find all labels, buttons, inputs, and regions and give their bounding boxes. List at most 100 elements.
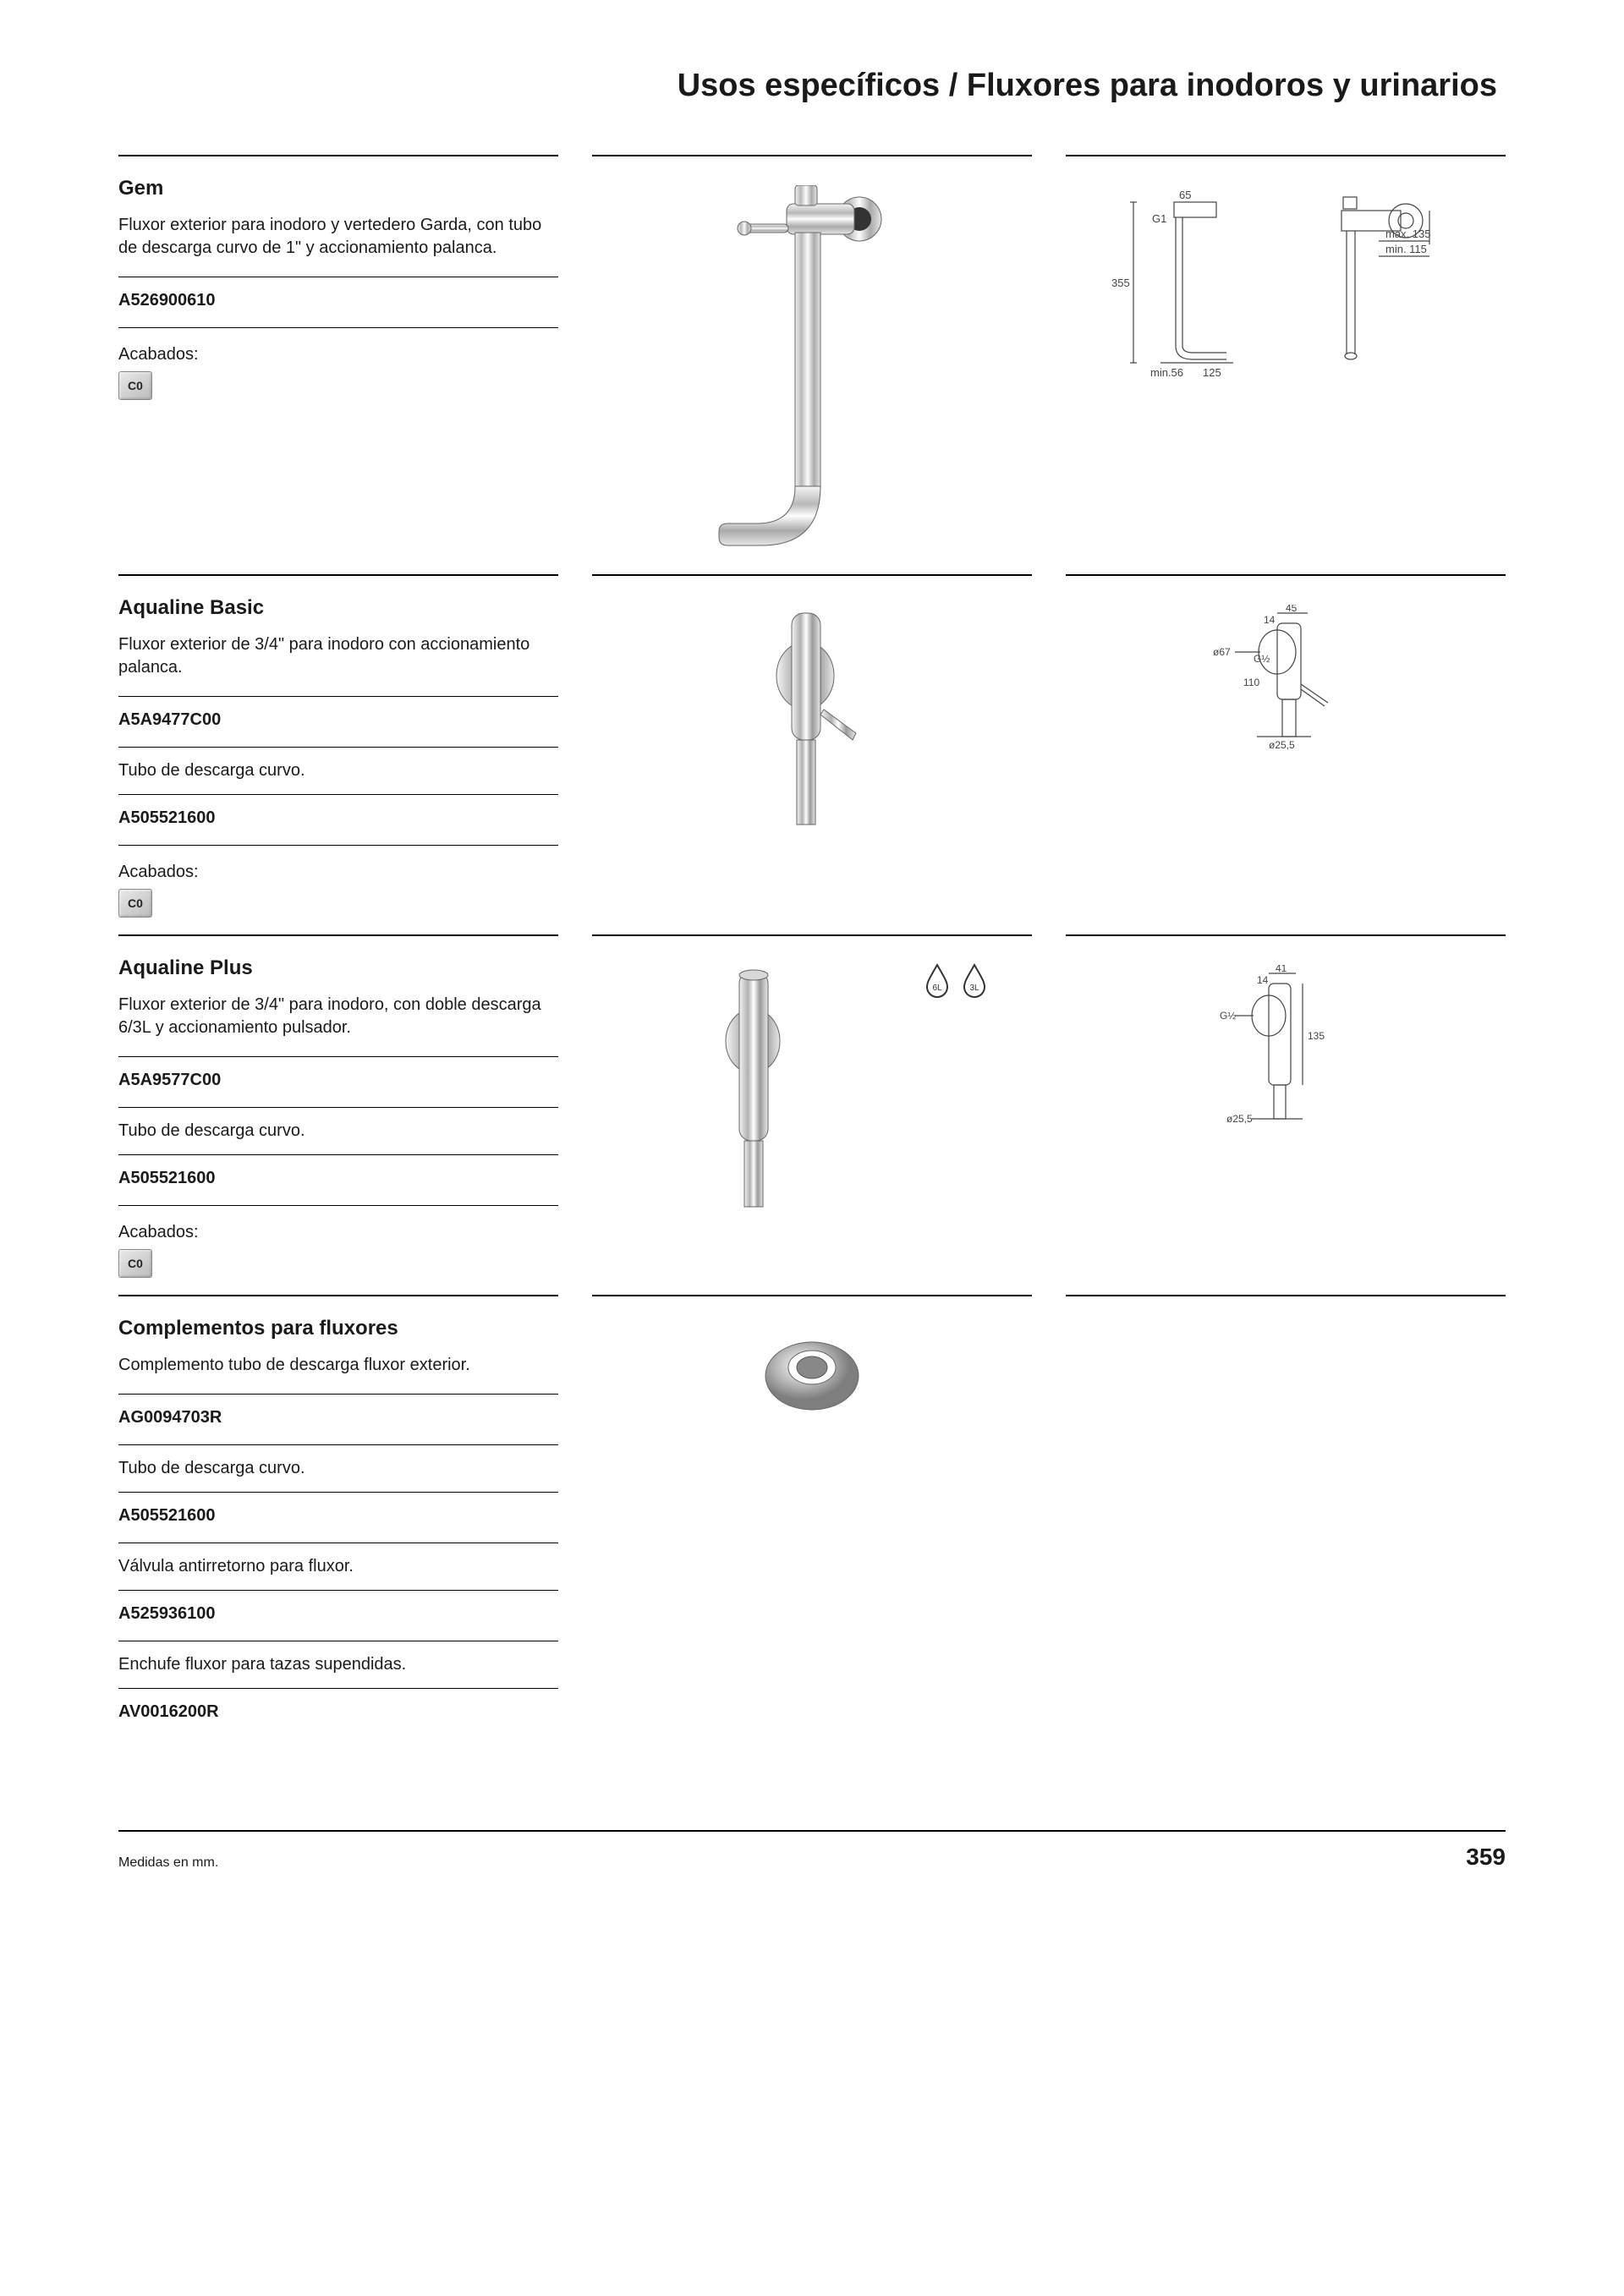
image-column (592, 155, 1032, 557)
product-image (592, 177, 1032, 557)
divider (1066, 1295, 1506, 1296)
svg-text:G1: G1 (1152, 212, 1166, 225)
svg-text:G½: G½ (1254, 653, 1270, 665)
svg-text:14: 14 (1257, 974, 1269, 986)
droplet-icon: 6L (922, 962, 952, 999)
image-column: 6L 3L (592, 934, 1032, 1278)
page-title: Usos específicos / Fluxores para inodoro… (118, 68, 1506, 104)
svg-text:ø25,5: ø25,5 (1226, 1113, 1253, 1125)
divider (118, 747, 558, 748)
svg-text:3L: 3L (969, 984, 979, 993)
divider (592, 934, 1032, 936)
product-code: A5A9477C00 (118, 710, 558, 730)
product-description: Fluxor exterior de 3/4" para inodoro, co… (118, 994, 558, 1039)
divider (592, 155, 1032, 156)
divider (118, 794, 558, 795)
product-description: Complemento tubo de descarga fluxor exte… (118, 1354, 558, 1377)
divider (118, 934, 558, 936)
svg-text:14: 14 (1264, 614, 1276, 626)
product-code: A505521600 (118, 1506, 558, 1526)
divider (118, 1154, 558, 1155)
divider (118, 1056, 558, 1057)
product-image (592, 1317, 1032, 1418)
product-description: Fluxor exterior para inodoro y vertedero… (118, 214, 558, 260)
divider (118, 574, 558, 576)
text-column: Gem Fluxor exterior para inodoro y verte… (118, 155, 558, 557)
product-code: AV0016200R (118, 1702, 558, 1722)
divider (592, 1295, 1032, 1296)
svg-text:125: 125 (1203, 366, 1221, 379)
divider (1066, 574, 1506, 576)
divider (118, 845, 558, 846)
divider (118, 1394, 558, 1395)
product-subdesc: Tubo de descarga curvo. (118, 1459, 558, 1478)
svg-text:min.56: min.56 (1150, 366, 1183, 379)
text-column: Aqualine Plus Fluxor exterior de 3/4" pa… (118, 934, 558, 1278)
product-title: Complementos para fluxores (118, 1317, 558, 1340)
page-number: 359 (1466, 1844, 1506, 1871)
finishes-label: Acabados: (118, 1223, 558, 1242)
divider (118, 1107, 558, 1108)
technical-diagram: 65 G1 355 min.56 125 max. 135 min. 115 (1066, 177, 1506, 388)
product-image (592, 956, 922, 1219)
product-code: A5A9577C00 (118, 1071, 558, 1090)
text-column: Aqualine Basic Fluxor exterior de 3/4" p… (118, 574, 558, 918)
product-aqualine-plus: Aqualine Plus Fluxor exterior de 3/4" pa… (118, 934, 1506, 1278)
product-title: Aqualine Basic (118, 596, 558, 620)
finishes-label: Acabados: (118, 863, 558, 882)
diagram-column: 41 14 G½ 135 ø25,5 (1066, 934, 1506, 1278)
svg-text:135: 135 (1308, 1030, 1325, 1042)
svg-text:G½: G½ (1220, 1010, 1236, 1022)
product-title: Gem (118, 177, 558, 200)
divider (118, 696, 558, 697)
diagram-column: 45 14 ø67 G½ 110 ø25,5 (1066, 574, 1506, 918)
svg-text:45: 45 (1286, 605, 1298, 614)
product-gem: Gem Fluxor exterior para inodoro y verte… (118, 155, 1506, 557)
divider (118, 1590, 558, 1591)
svg-text:ø67: ø67 (1213, 646, 1231, 658)
water-badges: 6L 3L (922, 956, 1032, 999)
finish-swatch: C0 (118, 889, 152, 918)
divider (118, 327, 558, 328)
diagram-column: 65 G1 355 min.56 125 max. 135 min. 115 (1066, 155, 1506, 557)
product-description: Fluxor exterior de 3/4" para inodoro con… (118, 633, 558, 679)
product-subdesc: Tubo de descarga curvo. (118, 761, 558, 781)
divider (118, 1295, 558, 1296)
image-column (592, 574, 1032, 918)
divider (1066, 934, 1506, 936)
divider (118, 1205, 558, 1206)
divider (592, 574, 1032, 576)
svg-text:max. 135: max. 135 (1385, 227, 1430, 240)
divider (118, 1492, 558, 1493)
product-code: AG0094703R (118, 1408, 558, 1427)
product-code: A505521600 (118, 1169, 558, 1188)
svg-text:6L: 6L (932, 984, 942, 993)
product-code: A505521600 (118, 808, 558, 828)
technical-diagram: 41 14 G½ 135 ø25,5 (1066, 956, 1506, 1143)
product-subdesc: Tubo de descarga curvo. (118, 1121, 558, 1141)
image-column (592, 1295, 1032, 1729)
text-column: Complementos para fluxores Complemento t… (118, 1295, 558, 1729)
svg-text:41: 41 (1276, 965, 1287, 974)
diagram-column (1066, 1295, 1506, 1729)
svg-text:min. 115: min. 115 (1385, 243, 1427, 255)
technical-diagram: 45 14 ø67 G½ 110 ø25,5 (1066, 596, 1506, 765)
product-code: A525936100 (118, 1604, 558, 1624)
finishes-label: Acabados: (118, 345, 558, 364)
product-aqualine-basic: Aqualine Basic Fluxor exterior de 3/4" p… (118, 574, 1506, 918)
product-subdesc: Válvula antirretorno para fluxor. (118, 1557, 558, 1576)
svg-text:ø25,5: ø25,5 (1269, 739, 1295, 751)
droplet-icon: 3L (959, 962, 990, 999)
svg-text:65: 65 (1179, 189, 1191, 201)
footer-note: Medidas en mm. (118, 1855, 218, 1871)
svg-text:110: 110 (1243, 677, 1259, 688)
product-code: A526900610 (118, 291, 558, 310)
divider (118, 155, 558, 156)
finish-swatch: C0 (118, 371, 152, 400)
svg-text:355: 355 (1111, 277, 1130, 289)
product-title: Aqualine Plus (118, 956, 558, 980)
product-image (592, 596, 1032, 841)
product-complementos: Complementos para fluxores Complemento t… (118, 1295, 1506, 1729)
finish-swatch: C0 (118, 1249, 152, 1278)
page-footer: Medidas en mm. 359 (118, 1830, 1506, 1871)
